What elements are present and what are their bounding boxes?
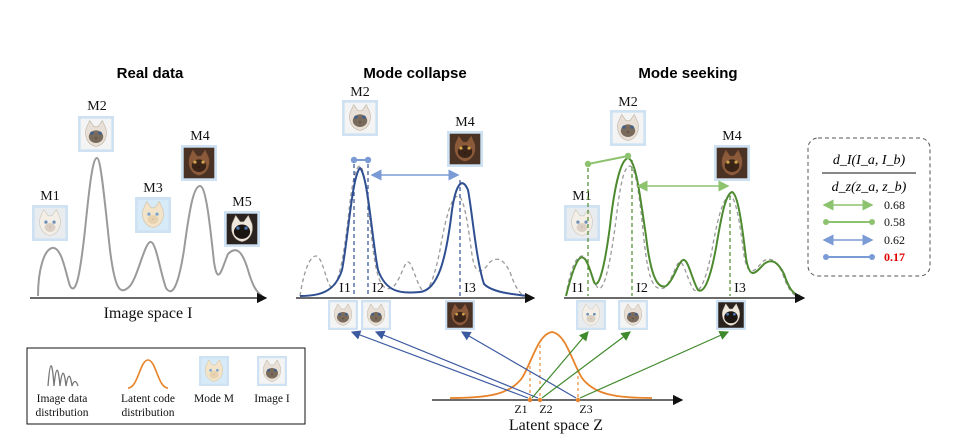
latent-point-z3 xyxy=(575,397,581,403)
mode-image-m2 xyxy=(78,116,114,152)
mode-image-m4 xyxy=(181,145,217,181)
metric-box: d_I(I_a, I_b) d_z(z_a, z_b) 0.68 0.58 0.… xyxy=(807,137,931,277)
seeking-mode-image-m4 xyxy=(714,145,750,181)
seeking-image-label-i1: I1 xyxy=(572,281,584,296)
seeking-mode-label-m1: M1 xyxy=(572,189,591,204)
mode-collapse-title: Mode collapse xyxy=(363,65,466,82)
metric-row-2-dot-b xyxy=(869,219,875,225)
metric-row-2-dot-a xyxy=(823,219,829,225)
mapping-arrow-z2-collapse-i2 xyxy=(374,330,539,399)
collapse-pair-close-dot-a xyxy=(350,156,358,164)
latent-label-z2: Z2 xyxy=(539,402,552,416)
seeking-pair-close-dot-a xyxy=(584,160,592,168)
seeking-output-image-i2 xyxy=(618,300,648,330)
latent-point-z2 xyxy=(537,397,543,403)
metric-row-2-value: 0.58 xyxy=(884,215,905,229)
mode-collapse-reference-curve xyxy=(299,165,525,297)
collapse-pair-close-dot-b xyxy=(364,156,372,164)
legend-label-mode: Mode M xyxy=(194,393,234,405)
legend-label-latent-code-2: distribution xyxy=(121,407,174,419)
collapse-image-label-i2: I2 xyxy=(372,281,384,296)
latent-code-distribution-curve xyxy=(449,331,653,399)
mode-seeking-title: Mode seeking xyxy=(638,65,737,82)
legend-image-data-icon xyxy=(47,365,79,387)
collapse-mode-image-m4 xyxy=(447,131,483,167)
seeking-pair-close-link xyxy=(587,155,629,165)
metric-formula-numerator: d_I(I_a, I_b) xyxy=(833,153,906,168)
metric-formula-denominator: d_z(z_a, z_b) xyxy=(832,180,907,195)
mode-seeking-curve xyxy=(565,156,801,297)
mapping-arrow-z2-seeking-i2 xyxy=(541,331,631,399)
latent-space: Z1 Z2 Z3 Latent space Z xyxy=(350,330,730,434)
legend-box: Image data distribution Latent code dist… xyxy=(26,347,306,425)
metric-box-frame xyxy=(807,137,931,277)
mode-label-m4: M4 xyxy=(190,129,209,144)
real-data-distribution-curve xyxy=(37,156,263,297)
seeking-pair-close-dot-b xyxy=(624,152,632,160)
seeking-mode-image-m2 xyxy=(610,110,646,146)
latent-label-z3: Z3 xyxy=(579,402,592,416)
mode-collapse-curve xyxy=(299,166,529,297)
latent-label-z1: Z1 xyxy=(514,402,527,416)
mode-label-m3: M3 xyxy=(143,181,162,196)
metric-row-4-value: 0.17 xyxy=(884,250,905,264)
legend-frame xyxy=(26,347,306,425)
seeking-mode-image-m1 xyxy=(564,205,600,241)
legend-label-image-data-1: Image data xyxy=(37,393,88,405)
seeking-mode-label-m2: M2 xyxy=(618,95,637,110)
mapping-arrow-z1-collapse-i1 xyxy=(350,330,529,399)
seeking-mode-label-m4: M4 xyxy=(722,129,741,144)
mode-image-m1 xyxy=(32,205,68,241)
mode-image-m5 xyxy=(224,211,260,247)
collapse-output-image-i3 xyxy=(445,300,475,330)
seeking-image-label-i3: I3 xyxy=(734,281,746,296)
mode-label-m5: M5 xyxy=(232,195,251,210)
mapping-arrow-z3-collapse-i3 xyxy=(460,331,577,399)
mode-label-m1: M1 xyxy=(40,189,59,204)
metric-row-4-dot-a xyxy=(823,254,829,260)
image-space-label: Image space I xyxy=(104,305,193,322)
collapse-mode-image-m2 xyxy=(342,100,378,136)
legend-label-image-data-2: distribution xyxy=(35,407,88,419)
mode-image-m3 xyxy=(135,197,171,233)
panel-mode-collapse: Mode collapse M2 M4 I1 I2 I3 xyxy=(296,65,536,330)
legend-latent-code-icon xyxy=(127,359,169,389)
collapse-mode-label-m4: M4 xyxy=(455,115,474,130)
panel-mode-seeking: Mode seeking M1 M2 M4 I1 I2 I3 xyxy=(564,65,806,330)
mapping-arrow-z3-seeking-i3 xyxy=(579,331,730,399)
seeking-output-image-i1 xyxy=(576,300,606,330)
real-data-title: Real data xyxy=(117,65,184,82)
mode-seeking-reference-curve xyxy=(565,165,797,297)
collapse-output-image-i2 xyxy=(361,300,391,330)
metric-row-1-value: 0.68 xyxy=(884,198,905,212)
seeking-image-label-i2: I2 xyxy=(636,281,648,296)
collapse-image-label-i1: I1 xyxy=(339,281,351,296)
mapping-arrow-z1-seeking-i1 xyxy=(531,331,589,399)
collapse-mode-label-m2: M2 xyxy=(350,85,369,100)
latent-space-label: Latent space Z xyxy=(509,417,603,434)
legend-label-image: Image I xyxy=(254,393,290,405)
collapse-image-label-i3: I3 xyxy=(464,281,476,296)
mode-label-m2: M2 xyxy=(87,99,106,114)
legend-image-icon xyxy=(257,356,287,386)
seeking-output-image-i3 xyxy=(716,300,746,330)
collapse-output-image-i1 xyxy=(328,300,358,330)
metric-row-3-value: 0.62 xyxy=(884,233,905,247)
metric-row-4-dot-b xyxy=(869,254,875,260)
legend-mode-icon xyxy=(199,356,229,386)
latent-point-z1 xyxy=(527,397,533,403)
legend-label-latent-code-1: Latent code xyxy=(121,393,175,405)
panel-real-data: Real data Image space I M1 M2 M3 M4 M5 xyxy=(30,65,268,322)
